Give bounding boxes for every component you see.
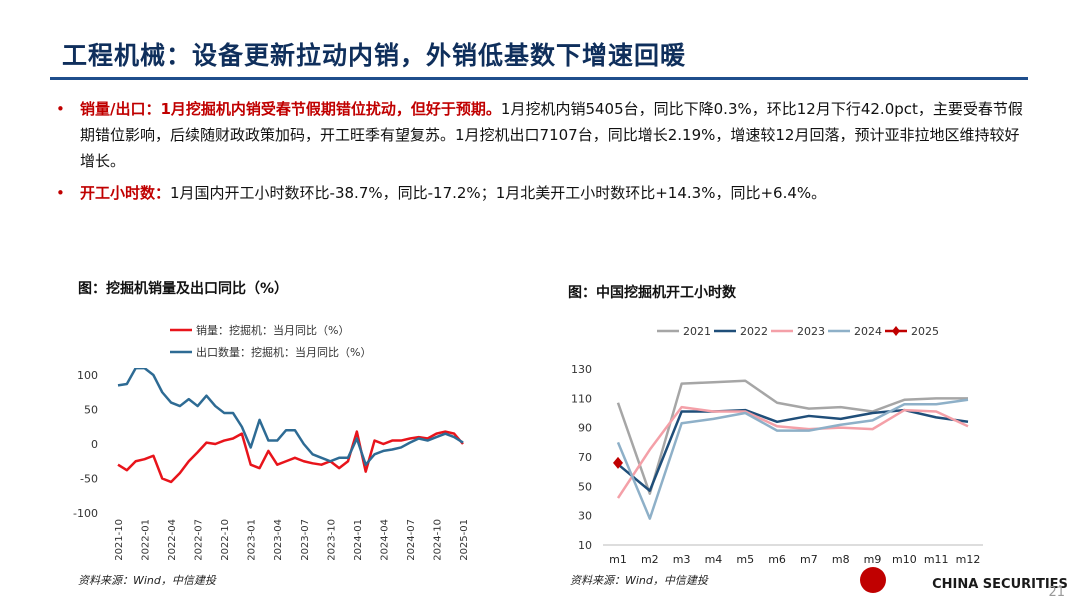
x-tick-label: m5	[736, 553, 754, 566]
x-tick-label: 2024-01	[353, 519, 364, 561]
x-tick-label: m4	[705, 553, 723, 566]
series-line	[616, 398, 969, 520]
x-tick-label: 2025-01	[459, 519, 470, 561]
x-tick-label: m3	[673, 553, 691, 566]
legend-label: 销量：挖掘机：当月同比（%）	[196, 323, 349, 337]
page-number: 21	[1048, 585, 1065, 600]
legend-label: 出口数量：挖掘机：当月同比（%）	[196, 345, 371, 359]
y-tick-label: 10	[578, 539, 592, 552]
bullet-lead: 开工小时数：	[80, 184, 171, 202]
x-tick-label: m7	[800, 553, 818, 566]
bullet-text: 1月挖机内销5405台，同比下降0.3%，环比12月下行42.0pct，主要受春…	[80, 100, 1023, 170]
bullet-lead: 销量/出口：1月挖掘机内销受春节假期错位扰动，但好于预期。	[80, 100, 501, 118]
legend-label: 2024	[854, 325, 882, 338]
legend-label: 2022	[740, 325, 768, 338]
legend-marker	[892, 326, 900, 336]
x-tick-label: m2	[641, 553, 659, 566]
x-tick-label: m9	[864, 553, 882, 566]
legend-label: 2023	[797, 325, 825, 338]
bullet: • 销量/出口：1月挖掘机内销受春节假期错位扰动，但好于预期。1月挖机内销5405…	[56, 100, 1023, 170]
y-tick-label: 30	[578, 510, 592, 523]
x-tick-label: 2024-04	[379, 519, 390, 561]
y-tick-label: 130	[571, 363, 592, 376]
legend-label: 2021	[683, 325, 711, 338]
source-note: 资料来源：Wind，中信建投	[570, 574, 709, 587]
title-rule	[50, 77, 1028, 80]
logo-mark	[860, 567, 886, 593]
x-tick-label: 2023-10	[326, 519, 337, 561]
x-tick-label: m12	[956, 553, 981, 566]
bullet-list: • 销量/出口：1月挖掘机内销受春节假期错位扰动，但好于预期。1月挖机内销5405…	[52, 96, 1027, 212]
legend-label: 2025	[911, 325, 939, 338]
y-tick-label: -100	[73, 507, 98, 520]
x-tick-label: m1	[609, 553, 627, 566]
x-tick-label: 2022-10	[220, 519, 231, 561]
y-tick-label: 50	[578, 480, 592, 493]
y-tick-label: 70	[578, 451, 592, 464]
y-tick-label: -50	[80, 473, 98, 486]
y-tick-label: 100	[77, 369, 98, 382]
series-line	[117, 368, 464, 466]
series-line	[616, 405, 969, 499]
x-tick-label: 2022-01	[141, 519, 152, 561]
x-tick-label: 2023-07	[300, 519, 311, 561]
x-tick-label: m11	[924, 553, 949, 566]
y-tick-label: 90	[578, 422, 592, 435]
logo-text: CHINA SECURITIES	[932, 577, 1068, 592]
x-tick-label: 2024-10	[432, 519, 443, 561]
x-tick-label: 2023-04	[273, 519, 284, 561]
x-tick-label: 2023-01	[247, 519, 258, 561]
x-tick-label: m10	[892, 553, 917, 566]
source-note: 资料来源：Wind，中信建投	[78, 574, 217, 587]
x-tick-label: 2022-07	[194, 519, 205, 561]
x-tick-label: 2021-10	[114, 519, 125, 561]
y-tick-label: 50	[84, 404, 98, 417]
x-tick-label: 2024-07	[406, 519, 417, 561]
slide-title: 工程机械：设备更新拉动内销，外销低基数下增速回暖	[62, 41, 687, 70]
bullet-text: 1月国内开工小时数环比-38.7%，同比-17.2%；1月北美开工小时数环比+1…	[170, 184, 827, 202]
y-tick-label: 0	[91, 438, 98, 451]
y-tick-label: 110	[571, 392, 592, 405]
x-tick-label: m6	[768, 553, 786, 566]
chart-title: 图：挖掘机销量及出口同比（%）	[78, 280, 288, 297]
bullet: • 开工小时数：1月国内开工小时数环比-38.7%，同比-17.2%；1月北美开工…	[56, 184, 827, 202]
point-marker	[613, 456, 623, 469]
x-tick-label: 2022-04	[167, 519, 178, 561]
series-line	[117, 430, 464, 484]
chart-title: 图：中国挖掘机开工小时数	[568, 284, 737, 301]
series-line	[616, 379, 968, 495]
x-tick-label: m8	[832, 553, 850, 566]
